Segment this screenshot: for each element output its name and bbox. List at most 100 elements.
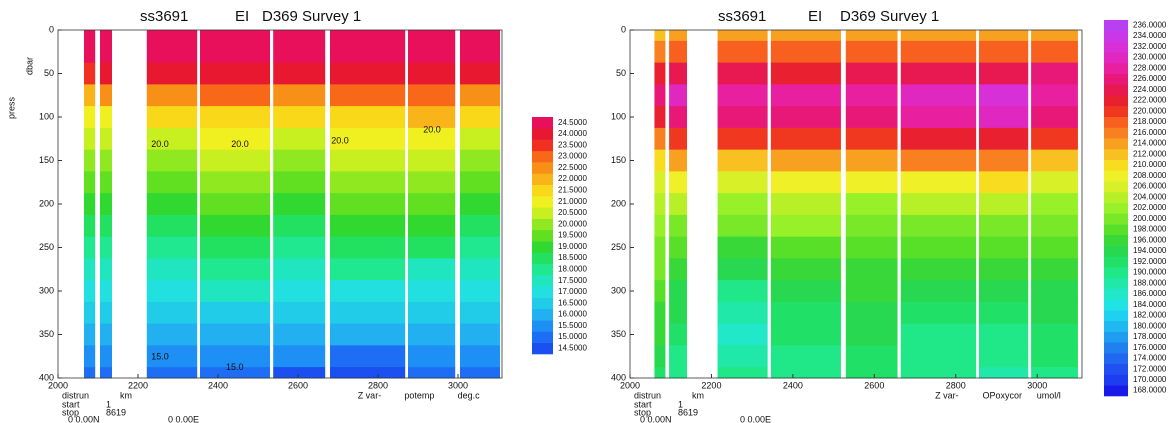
- field-cell: [84, 106, 96, 129]
- field-cell: [1031, 149, 1078, 172]
- field-cell: [330, 323, 406, 346]
- field-cell: [84, 214, 96, 238]
- variable-label: potemp: [404, 390, 434, 400]
- field-cell: [273, 106, 326, 129]
- colorbar-label: 20.0000: [558, 219, 587, 228]
- field-cell: [273, 280, 326, 303]
- field-cell: [1031, 258, 1078, 281]
- field-cell: [770, 258, 841, 281]
- field-cell: [460, 367, 500, 379]
- x-tick-label: 2400: [783, 380, 803, 390]
- field-cell: [717, 367, 768, 379]
- field-cell: [84, 345, 96, 368]
- field-cell: [717, 30, 768, 42]
- field-cell: [978, 301, 1029, 325]
- field-cell: [978, 367, 1029, 379]
- field-cell: [717, 127, 768, 151]
- x-tick-label: 2600: [864, 380, 884, 390]
- colorbar-swatch: [532, 128, 553, 140]
- field-cell: [900, 62, 977, 85]
- field-cell: [146, 62, 198, 85]
- y-tick-label: 300: [611, 285, 626, 295]
- colorbar-label: 168.0000: [1133, 386, 1167, 395]
- field-cell: [84, 149, 96, 172]
- field-cell: [669, 62, 688, 85]
- y-tick-label: 250: [611, 242, 626, 252]
- field-cell: [845, 84, 898, 107]
- colorbar-label: 16.0000: [558, 310, 587, 319]
- chart-title: EI: [235, 8, 249, 25]
- colorbar-label: 17.5000: [558, 276, 587, 285]
- colorbar-swatch: [532, 184, 553, 197]
- field-cell: [654, 367, 666, 379]
- field-cell: [717, 323, 768, 346]
- colorbar-label: 14.5000: [558, 343, 587, 352]
- lon-label: 0 0.00E: [168, 414, 199, 423]
- field-cell: [845, 345, 898, 368]
- field-cell: [84, 84, 96, 107]
- colorbar-label: 234.0000: [1133, 31, 1167, 40]
- field-cell: [100, 171, 112, 194]
- colorbar-label: 184.0000: [1133, 300, 1167, 309]
- field-cell: [654, 62, 666, 85]
- contour-label: 20.0: [231, 139, 249, 149]
- field-cell: [84, 280, 96, 303]
- colorbar-label: 224.0000: [1133, 85, 1167, 94]
- field-cell: [900, 280, 977, 303]
- colorbar-swatch: [532, 252, 553, 265]
- start-label: start: [634, 399, 652, 409]
- colorbar-swatch: [1104, 41, 1128, 53]
- field-cell: [460, 236, 500, 259]
- field-cell: [408, 236, 456, 259]
- colorbar-swatch: [1104, 148, 1128, 160]
- field-cell: [900, 127, 977, 151]
- field-cell: [900, 345, 977, 368]
- field-cell: [978, 323, 1029, 346]
- field-cell: [900, 301, 977, 325]
- x-tick-label: 2000: [48, 380, 68, 390]
- field-cell: [669, 280, 688, 303]
- field-cell: [200, 127, 270, 151]
- chart-title: D369 Survey 1: [840, 8, 939, 25]
- field-cell: [717, 258, 768, 281]
- field-cell: [669, 40, 688, 64]
- field-cell: [654, 149, 666, 172]
- field-cell: [100, 301, 112, 325]
- x-tick-label: 2200: [701, 380, 721, 390]
- colorbar-label: 226.0000: [1133, 74, 1167, 83]
- field-cell: [460, 106, 500, 129]
- field-cell: [900, 149, 977, 172]
- units-label: deg.c: [458, 390, 481, 400]
- field-cell: [900, 367, 977, 379]
- field-cell: [770, 367, 841, 379]
- field-cell: [770, 280, 841, 303]
- field-cell: [100, 30, 112, 42]
- y-tick-label: 150: [611, 155, 626, 165]
- field-cell: [273, 84, 326, 107]
- contour-label: 20.0: [331, 136, 349, 146]
- colorbar-swatch: [1104, 84, 1128, 96]
- y-tick-label: 300: [39, 285, 54, 295]
- field-cell: [845, 127, 898, 151]
- field-cell: [1031, 280, 1078, 303]
- field-cell: [330, 127, 406, 151]
- field-cell: [900, 323, 977, 346]
- colorbar-label: 202.0000: [1133, 203, 1167, 212]
- colorbar-swatch: [532, 229, 553, 242]
- field-cell: [84, 193, 96, 216]
- field-cell: [770, 193, 841, 216]
- field-cell: [330, 171, 406, 194]
- colorbar-swatch: [1104, 363, 1128, 375]
- field-cell: [717, 84, 768, 107]
- field-cell: [408, 367, 456, 379]
- colorbar-label: 174.0000: [1133, 354, 1167, 363]
- field-cell: [200, 367, 270, 379]
- colorbar-label: 186.0000: [1133, 289, 1167, 298]
- field-cell: [100, 40, 112, 64]
- y-tick-label: 250: [39, 242, 54, 252]
- field-cell: [717, 171, 768, 194]
- field-cell: [770, 127, 841, 151]
- field-cell: [460, 84, 500, 107]
- colorbar-swatch: [1104, 385, 1128, 397]
- field-cell: [408, 345, 456, 368]
